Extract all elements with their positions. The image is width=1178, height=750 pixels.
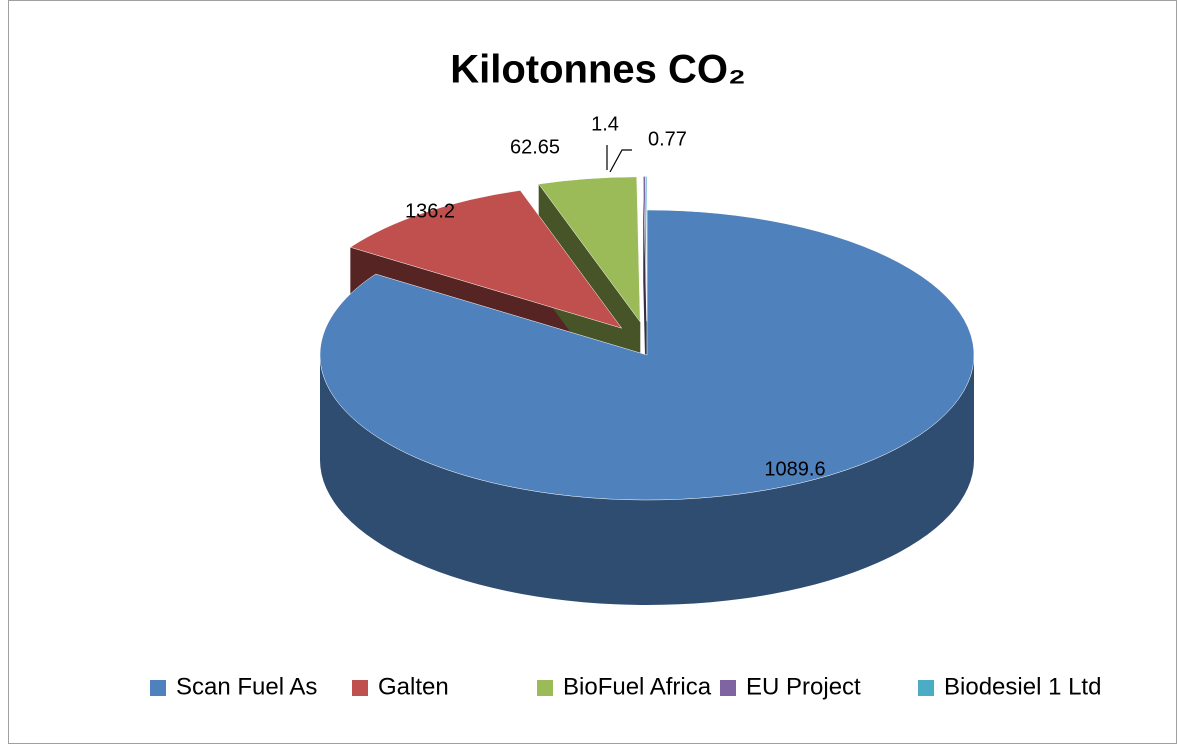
legend-label: Galten [378, 673, 449, 700]
legend-label: EU Project [746, 673, 861, 700]
data-label: 136.2 [405, 200, 455, 222]
legend-label: Biodesiel 1 Ltd [944, 673, 1101, 700]
legend-label: BioFuel Africa [563, 673, 712, 700]
pie-slice [349, 190, 623, 329]
pie-slice [538, 176, 641, 323]
legend-swatch [720, 680, 736, 696]
labels: 1089.6 136.2 62.65 1.4 0.77 [405, 113, 826, 480]
data-label: 1.4 [591, 113, 619, 135]
leader-line [609, 149, 632, 173]
chart-title: Kilotonnes CO₂ [450, 48, 746, 92]
data-label: 1089.6 [764, 458, 825, 480]
legend: Scan Fuel As Galten BioFuel Africa EU Proje… [150, 673, 1101, 700]
pie-slice [319, 209, 975, 501]
pie-slice [645, 176, 648, 322]
legend-swatch [918, 680, 934, 696]
legend-swatch [537, 680, 553, 696]
legend-swatch [352, 680, 368, 696]
slice-side [320, 355, 974, 605]
data-label: 62.65 [510, 136, 560, 158]
legend-swatch [150, 680, 166, 696]
sides [320, 355, 974, 605]
tops [319, 176, 975, 501]
data-label: 0.77 [648, 128, 687, 150]
legend-label: Scan Fuel As [176, 673, 317, 700]
